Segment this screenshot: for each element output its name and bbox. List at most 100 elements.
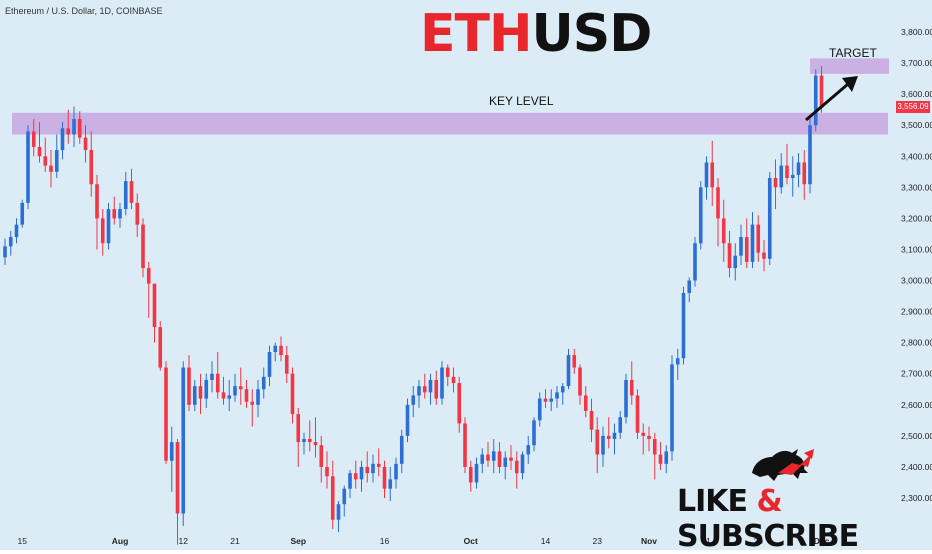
candle-body — [635, 395, 640, 433]
candle — [284, 345, 289, 384]
candle — [411, 386, 416, 418]
candle — [60, 122, 65, 160]
candle-body — [750, 224, 755, 262]
title-usd: USD — [531, 4, 653, 64]
candle — [440, 361, 444, 405]
candle — [704, 156, 709, 200]
candle — [95, 174, 99, 250]
candle-body — [95, 184, 99, 219]
candle — [526, 435, 531, 464]
candle — [744, 218, 749, 269]
candle — [37, 122, 42, 163]
candle — [290, 367, 295, 424]
candle-body — [785, 165, 789, 179]
candle-body — [129, 181, 134, 203]
candle-body — [813, 75, 818, 126]
candle-body — [405, 404, 410, 436]
candle-body — [560, 386, 565, 393]
candle-body — [388, 479, 393, 489]
candle — [365, 451, 370, 483]
candle-body — [721, 218, 726, 244]
x-tick-label: Aug — [112, 536, 129, 546]
candle — [106, 202, 111, 250]
candle-body — [681, 292, 686, 359]
candle — [405, 398, 410, 443]
candle — [371, 454, 375, 483]
candle — [221, 376, 226, 405]
candle — [198, 373, 203, 415]
y-tick-label: 2,900.00 — [901, 307, 932, 317]
candle — [710, 140, 715, 206]
candle-body — [118, 209, 122, 219]
x-tick-label: 20 — [754, 536, 764, 546]
candle — [8, 230, 13, 256]
candle — [77, 111, 82, 144]
candle — [336, 501, 341, 533]
amp-text: & — [756, 484, 782, 519]
candle — [49, 150, 53, 188]
y-tick-label: 3,000.00 — [901, 276, 932, 286]
candle — [31, 118, 36, 157]
candle — [762, 240, 766, 272]
candle — [687, 277, 692, 303]
candle — [480, 448, 485, 474]
candle — [641, 423, 646, 455]
candle-body — [733, 255, 738, 269]
candle — [54, 134, 59, 179]
candle — [233, 373, 237, 402]
candle-body — [491, 451, 496, 461]
candle-body — [330, 476, 335, 520]
y-tick-label: 3,700.00 — [901, 58, 932, 68]
candle — [227, 379, 232, 412]
target-label: TARGET — [829, 46, 877, 60]
candle — [14, 218, 19, 244]
candle-body — [463, 423, 467, 467]
candle-body — [31, 131, 36, 147]
candle-body — [146, 268, 151, 284]
candle — [319, 435, 324, 483]
candle — [342, 485, 347, 517]
like-text: LIKE — [677, 484, 748, 519]
candle — [796, 153, 801, 188]
x-tick-label: Nov — [641, 536, 657, 546]
candle — [422, 373, 427, 399]
candle — [187, 355, 191, 412]
candle — [537, 392, 542, 427]
candle — [606, 417, 611, 449]
candle — [146, 261, 151, 318]
candle-body — [572, 355, 577, 368]
target-zone — [810, 58, 889, 74]
candle — [296, 407, 301, 467]
candle — [428, 373, 433, 405]
candle-body — [687, 280, 692, 293]
candle-body — [83, 137, 88, 151]
candle-body — [8, 237, 13, 247]
candle — [100, 209, 105, 256]
bull-logo-icon — [752, 449, 814, 481]
candle — [164, 361, 168, 464]
candle — [572, 348, 577, 374]
candle — [158, 320, 163, 371]
candle-body — [767, 178, 772, 259]
candle — [750, 212, 755, 269]
candle — [647, 426, 651, 452]
candle-body — [773, 178, 778, 188]
candle-body — [440, 367, 444, 399]
candle — [261, 367, 266, 399]
y-tick-label: 2,800.00 — [901, 338, 932, 348]
candle-body — [244, 389, 249, 402]
zones-layer — [12, 58, 889, 135]
candle-body — [204, 379, 209, 399]
candle-body — [796, 162, 801, 175]
candle — [681, 286, 686, 365]
candle — [112, 196, 117, 225]
candle-body — [802, 162, 807, 185]
candle-body — [468, 466, 473, 483]
candle-body — [606, 435, 611, 439]
candle — [175, 438, 180, 545]
candle-body — [100, 218, 105, 244]
candle — [307, 420, 312, 452]
candle — [445, 364, 450, 387]
candle — [118, 202, 122, 228]
